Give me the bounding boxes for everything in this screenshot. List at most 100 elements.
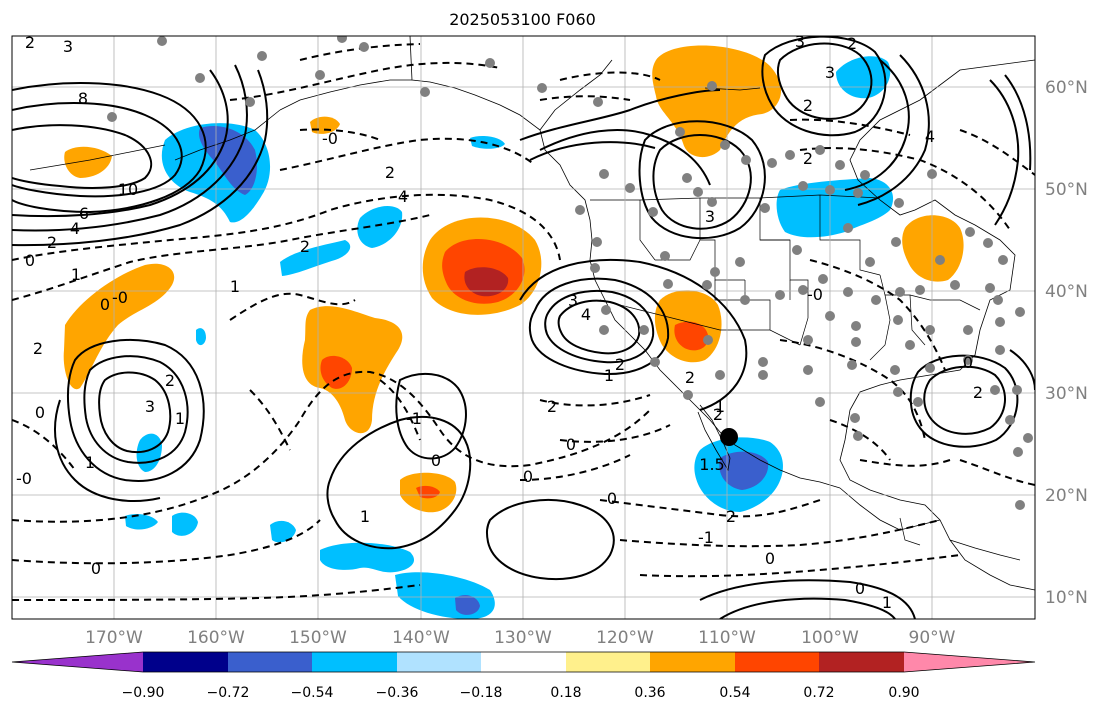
shade-negative-area: [836, 56, 891, 99]
colorbar-segment: [143, 652, 228, 672]
shade-negative-area: [196, 328, 206, 346]
lat-label: 30°N: [1045, 384, 1088, 404]
shade-strong-positive-area: [674, 321, 709, 351]
shade-positive-area: [302, 306, 403, 434]
colorbar-extend-left: [12, 652, 143, 672]
contour-label: -0: [16, 469, 32, 488]
contour-label: 2: [713, 405, 723, 424]
contour-label: 0: [91, 559, 101, 578]
contour-label: 2: [547, 397, 557, 416]
colorbar-tick-label: 0.72: [803, 685, 834, 701]
colorbar-tick-label: −0.18: [460, 685, 503, 701]
contour-label: -1: [698, 528, 714, 547]
contour-label: 1: [85, 453, 95, 472]
lat-label: 20°N: [1045, 486, 1088, 506]
positive-contours: [12, 36, 1035, 619]
contour-label: -0: [807, 285, 823, 304]
contour-labels: 2 3 8 10 6 4 2 0 1 -0 0 0 2 4 2 2 1 -0 3…: [16, 32, 983, 612]
contour-label: 2: [300, 237, 310, 256]
colorbar-tick-label: −0.90: [122, 685, 165, 701]
lat-label: 10°N: [1045, 588, 1088, 608]
colorbar-segment: [397, 652, 481, 672]
lat-label: 50°N: [1045, 180, 1088, 200]
lat-label: 60°N: [1045, 78, 1088, 98]
contour-label: 1: [882, 593, 892, 612]
contour-label: -0: [112, 288, 128, 307]
colorbar-segment: [566, 652, 650, 672]
contour-label: 4: [925, 127, 935, 146]
shade-negative-area: [320, 542, 415, 573]
colorbar-tick-label: 0.90: [888, 685, 919, 701]
contour-label: 2: [685, 368, 695, 387]
contour-label: 1.5: [699, 455, 724, 474]
contour-label: 10: [118, 180, 138, 199]
colorbar-tick-label: −0.72: [207, 685, 250, 701]
contour-label: 0: [523, 467, 533, 486]
station-markers: [107, 36, 1033, 510]
storm-center-marker: [720, 428, 738, 446]
contour-label: 1: [71, 265, 81, 284]
contour-label: 3: [63, 37, 73, 56]
colorbar-tick-label: 0.54: [719, 685, 750, 701]
lon-label: 170°W: [85, 628, 143, 648]
lon-label: 110°W: [698, 628, 756, 648]
colorbar-tick-label: −0.54: [291, 685, 334, 701]
shade-negative-area: [270, 520, 296, 543]
lat-label: 40°N: [1045, 282, 1088, 302]
contour-label: 1: [175, 409, 185, 428]
contour-label: 8: [78, 89, 88, 108]
contour-label: 2: [726, 507, 736, 526]
colorbar-outline: [11, 651, 1036, 673]
contour-label: 3: [145, 397, 155, 416]
contour-label: 4: [70, 219, 80, 238]
colorbar: −0.90 −0.72 −0.54 −0.36 −0.18 0.18 0.36 …: [11, 651, 1036, 701]
shade-negative-area: [280, 240, 351, 276]
contour-label: 1: [715, 397, 725, 416]
contour-label: 2: [803, 149, 813, 168]
shade-negative-area: [357, 206, 403, 248]
contour-label: 2: [47, 233, 57, 252]
lon-label: 120°W: [596, 628, 654, 648]
shade-strong-positive-area: [320, 355, 352, 389]
contour-label: 2: [803, 96, 813, 115]
contour-label: 0: [100, 295, 110, 314]
shade-strong-negative-area: [455, 595, 480, 615]
colorbar-extend-right: [904, 652, 1035, 672]
contour-label: 2: [33, 339, 43, 358]
shade-positive-area: [63, 263, 175, 390]
contour-label: 0: [25, 251, 35, 270]
contour-label: 0: [963, 353, 973, 372]
shade-strong-negative-area: [719, 451, 769, 490]
shade-positive-area: [652, 45, 782, 158]
contour-label: 0: [765, 549, 775, 568]
colorbar-segment: [481, 652, 566, 672]
contour-label: 3: [568, 291, 578, 310]
contour-label: -0: [322, 129, 338, 148]
contour-label: 0: [855, 579, 865, 598]
contour-label: 4: [398, 187, 408, 206]
contour-label: 0: [431, 451, 441, 470]
colorbar-tick-label: −0.36: [376, 685, 419, 701]
contour-label: 1: [604, 366, 614, 385]
shaded-fields: [63, 45, 964, 619]
contour-label: 2: [847, 34, 857, 53]
contour-label: 1: [360, 507, 370, 526]
colorbar-segment: [650, 652, 735, 672]
shade-negative-area: [125, 514, 158, 530]
contour-label: 2: [25, 33, 35, 52]
contour-label: 2: [973, 383, 983, 402]
contour-label: 3: [795, 32, 805, 51]
lon-label: 100°W: [801, 628, 859, 648]
contour-label: 0: [35, 403, 45, 422]
contour-label: 3: [825, 63, 835, 82]
longitude-labels: 170°W 160°W 150°W 140°W 130°W 120°W 110°…: [85, 628, 956, 648]
colorbar-segment: [735, 652, 819, 672]
lon-label: 130°W: [494, 628, 552, 648]
lon-label: 150°W: [289, 628, 347, 648]
contour-label: 3: [705, 207, 715, 226]
contour-label: 0: [566, 435, 576, 454]
contour-label: 0: [607, 489, 617, 508]
contour-label: 1: [230, 277, 240, 296]
map-background: [12, 36, 1035, 619]
